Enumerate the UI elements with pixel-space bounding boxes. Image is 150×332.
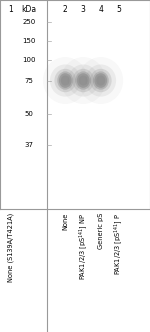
Ellipse shape (61, 75, 70, 86)
Text: None: None (62, 213, 68, 230)
Text: 5: 5 (116, 5, 121, 14)
Text: Generic pS: Generic pS (98, 213, 104, 249)
Ellipse shape (93, 71, 109, 90)
Text: PAK1/2/3 [pS$^{141}$] NP: PAK1/2/3 [pS$^{141}$] NP (77, 213, 90, 280)
Ellipse shape (50, 64, 81, 97)
Ellipse shape (59, 73, 72, 88)
Text: 4: 4 (98, 5, 103, 14)
Text: 3: 3 (81, 5, 86, 14)
Ellipse shape (90, 69, 112, 92)
Text: kDa: kDa (22, 5, 37, 14)
Text: None (S139A/T421A): None (S139A/T421A) (7, 213, 14, 282)
Ellipse shape (78, 57, 123, 104)
Text: 2: 2 (63, 5, 68, 14)
Ellipse shape (43, 57, 88, 104)
Ellipse shape (75, 71, 91, 90)
Text: 100: 100 (22, 57, 36, 63)
Text: 75: 75 (25, 78, 34, 84)
Ellipse shape (68, 64, 99, 97)
Ellipse shape (85, 64, 116, 97)
Ellipse shape (79, 75, 88, 86)
Ellipse shape (72, 69, 94, 92)
Ellipse shape (54, 69, 76, 92)
Text: 250: 250 (23, 19, 36, 25)
Text: 37: 37 (25, 142, 34, 148)
Text: 1: 1 (8, 5, 13, 14)
Text: 150: 150 (22, 38, 36, 44)
Ellipse shape (57, 71, 73, 90)
Ellipse shape (61, 57, 106, 104)
Ellipse shape (96, 75, 105, 86)
Ellipse shape (77, 73, 90, 88)
Ellipse shape (94, 73, 107, 88)
Text: PAK1/2/3 [pS$^{141}$] P: PAK1/2/3 [pS$^{141}$] P (112, 213, 125, 275)
Text: 50: 50 (25, 111, 34, 117)
